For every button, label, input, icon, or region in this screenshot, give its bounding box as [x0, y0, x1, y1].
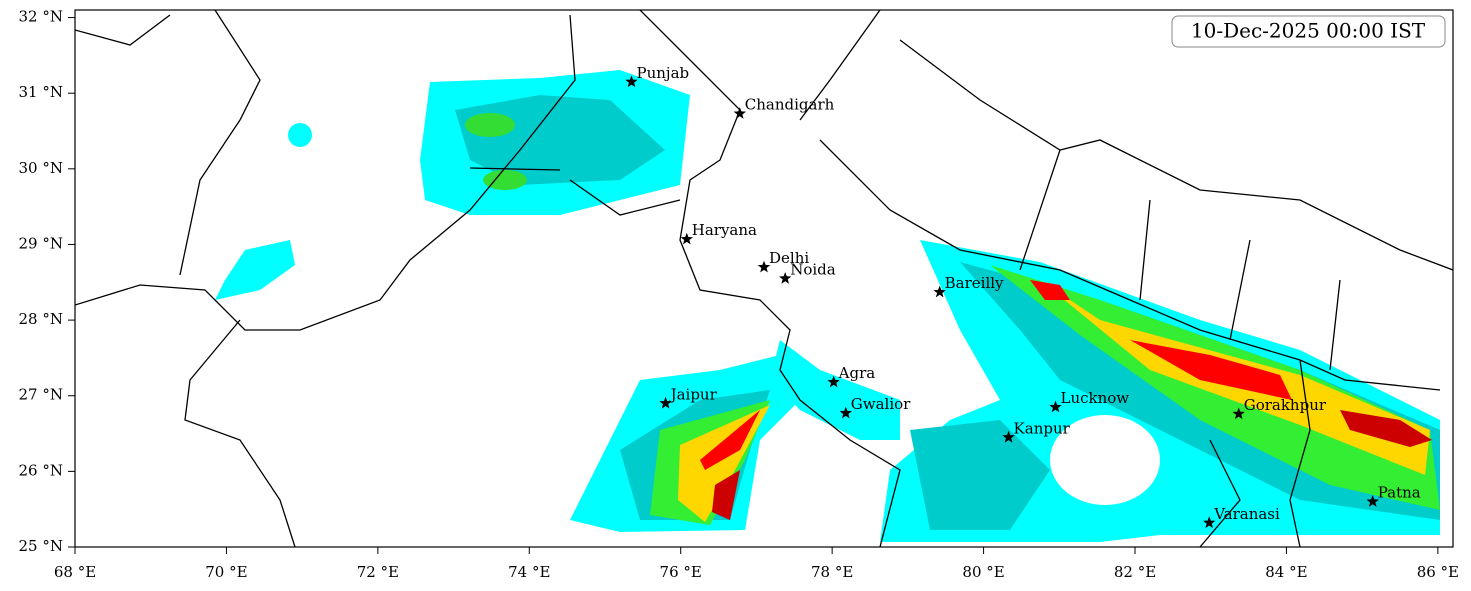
- city-marker: [757, 260, 771, 273]
- y-tick-label: 28 °N: [19, 310, 63, 328]
- city-label: Delhi: [769, 249, 809, 267]
- city-label: Haryana: [692, 221, 757, 239]
- city-marker: [933, 285, 946, 298]
- y-tick-label: 25 °N: [19, 537, 63, 555]
- x-tick-label: 86 °E: [1417, 563, 1459, 581]
- y-tick-label: 32 °N: [19, 8, 63, 26]
- date-label: 10-Dec-2025 00:00 IST: [1191, 19, 1426, 43]
- city-marker: [1232, 407, 1245, 420]
- city-marker: [1002, 430, 1015, 443]
- city-label: Jaipur: [669, 385, 718, 403]
- x-tick-label: 82 °E: [1114, 563, 1156, 581]
- plot-frame: [74, 9, 1454, 548]
- y-tick-label: 31 °N: [19, 83, 63, 101]
- y-tick-label: 27 °N: [19, 386, 63, 404]
- city-marker: [733, 107, 746, 119]
- city-marker: [625, 75, 638, 88]
- x-tick-label: 70 °E: [205, 563, 247, 581]
- x-tick-label: 72 °E: [357, 563, 399, 581]
- city-marker: [779, 272, 792, 284]
- city-label: Varanasi: [1213, 505, 1280, 523]
- city-label: Agra: [838, 364, 876, 382]
- y-tick-label: 26 °N: [19, 461, 63, 479]
- city-marker: [1203, 516, 1216, 529]
- city-marker: [659, 396, 672, 409]
- x-tick-label: 68 °E: [54, 563, 96, 581]
- x-tick-label: 74 °E: [508, 563, 550, 581]
- city-label: Chandigarh: [745, 96, 835, 114]
- city-label: Bareilly: [945, 274, 1004, 292]
- city-marker: [827, 375, 840, 388]
- x-tick-label: 76 °E: [660, 563, 702, 581]
- city-marker: [1049, 400, 1062, 413]
- precipitation: [215, 70, 1440, 542]
- city-label: Gorakhpur: [1244, 396, 1327, 414]
- city-label: Gwalior: [851, 395, 911, 413]
- city-label: Noida: [790, 261, 836, 279]
- borders: [75, 10, 1453, 547]
- city-marker: [839, 406, 852, 419]
- y-tick-label: 30 °N: [19, 159, 63, 177]
- city-label: Punjab: [637, 64, 690, 82]
- x-tick-label: 84 °E: [1265, 563, 1307, 581]
- x-tick-label: 78 °E: [811, 563, 853, 581]
- city-label: Lucknow: [1061, 389, 1130, 407]
- city-marker: [1366, 495, 1379, 507]
- x-tick-label: 80 °E: [962, 563, 1004, 581]
- city-label: Patna: [1378, 484, 1421, 502]
- city-marker: [680, 232, 693, 245]
- date-box: [1171, 15, 1446, 48]
- y-tick-label: 29 °N: [19, 234, 63, 252]
- city-label: Kanpur: [1014, 419, 1071, 437]
